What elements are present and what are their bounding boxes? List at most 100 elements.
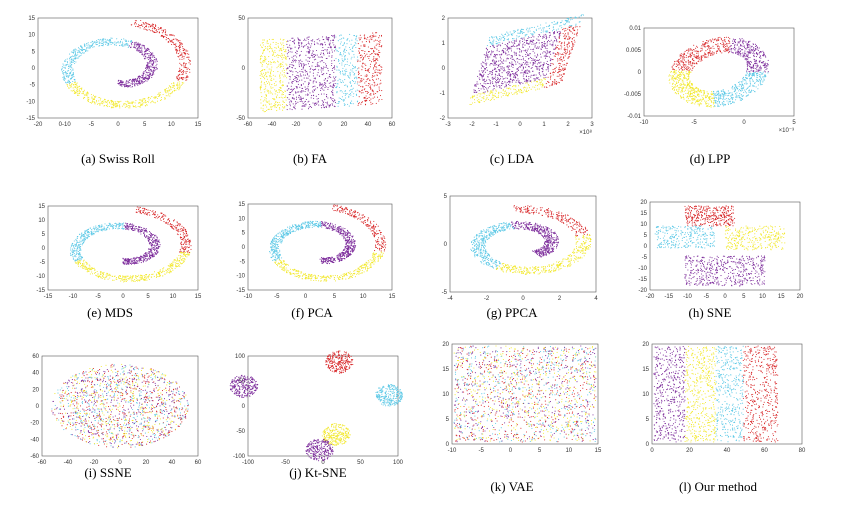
x-tick-label: 10 xyxy=(360,294,367,300)
ppca-scatter: 5 0 -5-4 -2 0 2 4 xyxy=(442,194,599,302)
y-tick-label: -10 xyxy=(638,266,647,272)
y-tick-label: -40 xyxy=(30,437,39,443)
x-tick-label: 0 xyxy=(318,122,322,128)
scatter-points xyxy=(654,205,786,287)
scatter-points xyxy=(259,32,383,113)
y-tick-label: 50 xyxy=(238,16,245,22)
x-tick-label: 2 xyxy=(566,122,570,128)
y-tick-label: 15 xyxy=(442,367,449,373)
lpp-scatter: 0.01 0.005 0 -0.005 -0.01-10 -5 0 5 ×10⁻³ xyxy=(624,26,796,134)
caption-d: (d) LPP xyxy=(689,151,731,166)
plot-frame xyxy=(449,195,597,293)
x-tick-label: -10 xyxy=(244,294,253,300)
x-tick-label: 5 xyxy=(742,294,746,300)
x-tick-label: -4 xyxy=(447,296,453,302)
y-tick-label: 15 xyxy=(238,202,245,208)
x-tick-label: 4 xyxy=(594,296,598,302)
x-tick-label: -15 xyxy=(664,294,673,300)
plot-frame xyxy=(47,205,199,291)
x-tick-label: -20 xyxy=(292,122,301,128)
x-tick-label: 10 xyxy=(759,294,766,300)
y-tick-label: 5 xyxy=(32,49,36,55)
y-tick-label: -50 xyxy=(236,429,245,435)
y-tick-label: 1 xyxy=(442,41,446,47)
x-tick-label: -60 xyxy=(244,122,253,128)
x-tick-label: -5 xyxy=(89,122,95,128)
x-tick-label: 20 xyxy=(143,460,150,466)
x-tick-label: 5 xyxy=(143,122,147,128)
y-tick-label: 10 xyxy=(38,218,45,224)
y-tick-label: 0 xyxy=(444,242,448,248)
y-tick-label: -50 xyxy=(236,116,245,122)
caption-f: (f) PCA xyxy=(291,305,333,320)
x-tick-label: 0 xyxy=(321,460,325,466)
x-tick-label: 5 xyxy=(538,448,542,454)
x-tick-label: -1 xyxy=(493,122,499,128)
y-tick-label: -20 xyxy=(30,421,39,427)
x-tick-label: -50 xyxy=(281,460,290,466)
y-tick-label: 20 xyxy=(642,342,649,348)
x-tick-label: 0-10 xyxy=(59,122,72,128)
caption-c: (c) LDA xyxy=(489,151,535,166)
x-tick-label: 60 xyxy=(761,448,768,454)
our-method-scatter: 20 15 10 5 00 20 40 60 80 xyxy=(642,342,806,454)
caption-j: (j) Kt-SNE xyxy=(289,465,347,480)
y-tick-label: -15 xyxy=(26,116,35,122)
mds-scatter: 15 10 5 0 -5 -10 -15-15 -10 -5 0 5 10 15 xyxy=(36,204,202,300)
y-tick-label: -2 xyxy=(440,116,446,122)
plot-frame xyxy=(41,355,199,457)
x-tick-label: 100 xyxy=(393,460,404,466)
x-tick-label: -10 xyxy=(683,294,692,300)
caption-e: (e) MDS xyxy=(87,305,133,320)
y-tick-label: 0 xyxy=(242,245,246,251)
y-tick-label: 10 xyxy=(442,392,449,398)
y-tick-label: -5 xyxy=(240,259,246,265)
y-tick-label: -1 xyxy=(440,91,446,97)
x-tick-label: 20 xyxy=(341,122,348,128)
y-tick-label: 0 xyxy=(644,244,648,250)
x-tick-label: 0 xyxy=(650,448,654,454)
x-tick-label: 10 xyxy=(170,294,177,300)
plot-frame xyxy=(643,27,795,117)
x-tick-label: 0 xyxy=(118,460,122,466)
x-tick-label: 5 xyxy=(333,294,337,300)
scatter-points xyxy=(61,19,192,109)
y-tick-label: -5 xyxy=(40,260,46,266)
scatter-points xyxy=(668,36,769,108)
caption-g: (g) PPCA xyxy=(486,305,538,320)
x-tick-label: -60 xyxy=(38,460,47,466)
caption-k: (k) VAE xyxy=(490,479,534,494)
y-tick-label: 0 xyxy=(446,442,450,448)
caption-a: (a) Swiss Roll xyxy=(81,151,155,166)
x-tick-label: 3 xyxy=(590,122,594,128)
y-tick-label: 20 xyxy=(32,387,39,393)
sne-scatter: 20 15 10 5 0 -5 -10 -15 -20-20 -15 -10 -5 0 5 10 15 20 xyxy=(638,200,804,300)
y-tick-label: 5 xyxy=(444,194,448,200)
y-tick-label: -5 xyxy=(642,255,648,261)
y-tick-label: 15 xyxy=(640,211,647,217)
x-tick-label: 1 xyxy=(542,122,546,128)
x-tick-label: -40 xyxy=(268,122,277,128)
axis-exponent: ×10⁻³ xyxy=(779,128,794,134)
x-tick-label: 0 xyxy=(116,122,120,128)
x-tick-label: -5 xyxy=(479,448,485,454)
y-tick-label: 10 xyxy=(238,216,245,222)
y-tick-label: 0 xyxy=(442,66,446,72)
x-tick-label: -20 xyxy=(646,294,655,300)
scatter-points xyxy=(269,204,387,282)
ssne-scatter: 60 40 20 0 -20 -40 -60-60 -40 -20 0 20 40 60 xyxy=(30,354,202,466)
x-tick-label: -3 xyxy=(445,122,451,128)
x-tick-label: 15 xyxy=(389,294,396,300)
y-tick-label: 20 xyxy=(442,342,449,348)
scatter-points xyxy=(229,350,403,462)
x-tick-label: 60 xyxy=(195,460,202,466)
x-tick-label: -40 xyxy=(64,460,73,466)
scatter-points xyxy=(653,345,779,443)
y-tick-label: -10 xyxy=(26,99,35,105)
x-tick-label: 15 xyxy=(778,294,785,300)
y-tick-label: 60 xyxy=(32,354,39,360)
y-tick-label: 5 xyxy=(446,417,450,423)
caption-h: (h) SNE xyxy=(688,305,732,320)
